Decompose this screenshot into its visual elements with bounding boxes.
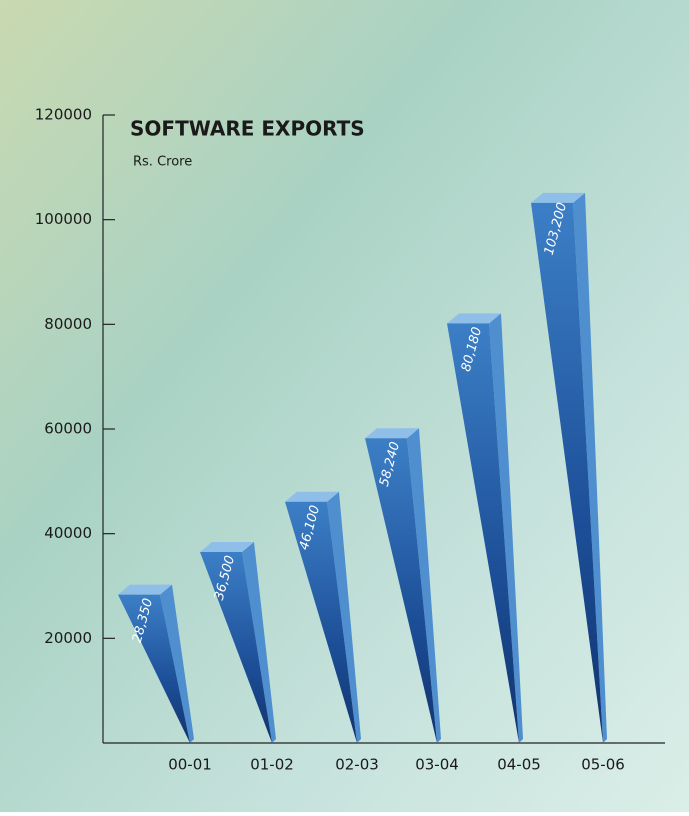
y-tick-label: 20000 xyxy=(44,629,92,647)
chart-subtitle: Rs. Crore xyxy=(133,155,192,170)
x-tick-label: 05-06 xyxy=(581,756,625,774)
x-tick-label: 00-01 xyxy=(168,756,212,774)
x-tick-label: 03-04 xyxy=(415,756,459,774)
y-tick-label: 80000 xyxy=(44,315,92,333)
x-tick-label: 01-02 xyxy=(250,756,294,774)
x-tick-label: 04-05 xyxy=(497,756,541,774)
x-tick-label: 02-03 xyxy=(335,756,379,774)
y-tick-label: 60000 xyxy=(44,420,92,438)
y-tick-label: 120000 xyxy=(35,106,92,124)
y-tick-label: 40000 xyxy=(44,524,92,542)
y-tick-label: 100000 xyxy=(35,210,92,228)
chart-title: SOFTWARE EXPORTS xyxy=(130,117,365,141)
chart: SOFTWARE EXPORTS Rs. Crore 20000 40000 600… xyxy=(0,0,689,812)
